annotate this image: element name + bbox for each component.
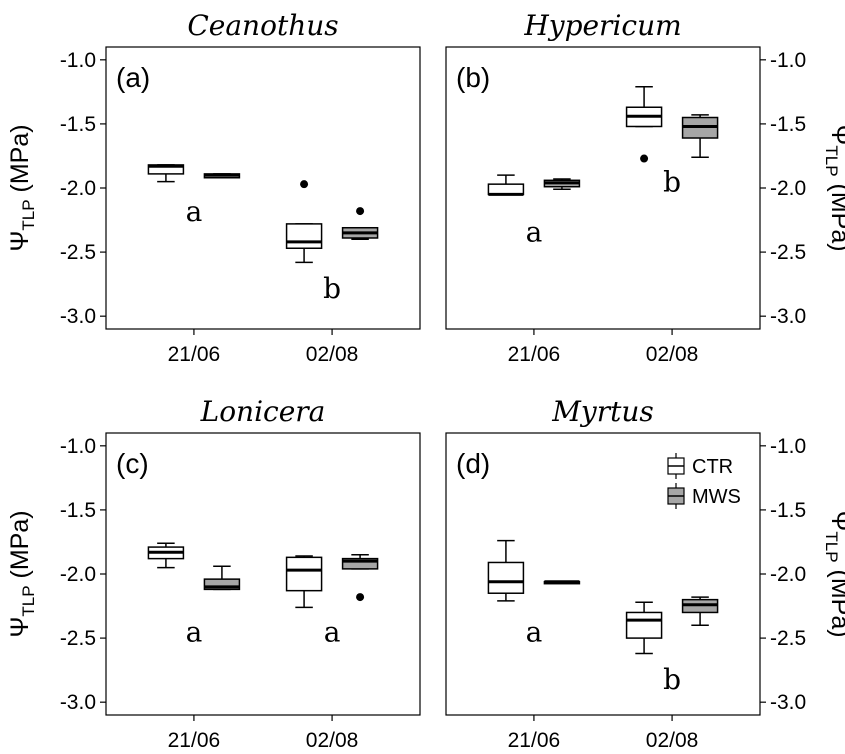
box-ctr — [487, 183, 525, 196]
legend-label-ctr: CTR — [692, 456, 733, 478]
y-tick-label-b: -1.5 — [770, 113, 806, 136]
x-tick-label-d: 02/08 — [646, 729, 699, 752]
significance-letter-d: b — [663, 663, 681, 696]
y-tick-label-c: -1.5 — [60, 499, 96, 522]
outlier-point — [300, 180, 309, 189]
y-axis-label-symbol: Ψ — [826, 510, 845, 531]
significance-letter-a: b — [323, 272, 341, 305]
outlier-point — [356, 593, 365, 602]
y-axis-label-symbol: Ψ — [826, 124, 845, 145]
x-tick-label-b: 02/08 — [646, 343, 699, 366]
panel-frame-c — [105, 432, 421, 716]
x-tick-label-a: 02/08 — [306, 343, 359, 366]
panel-title-c: Lonicera — [200, 395, 326, 428]
box-ctr — [625, 611, 663, 639]
significance-letter-a: a — [186, 195, 203, 228]
y-axis-label-unit: (MPa) — [6, 124, 34, 199]
x-tick-label-c: 21/06 — [168, 729, 221, 752]
outlier-point — [640, 154, 649, 163]
y-tick-label-d: -1.5 — [770, 499, 806, 522]
y-tick-label-d: -1.0 — [770, 435, 806, 458]
y-axis-label-unit: (MPa) — [826, 563, 845, 638]
x-tick-label-c: 02/08 — [306, 729, 359, 752]
panel-label-d: (d) — [456, 448, 490, 479]
y-axis-label-d: ΨTLP (MPa) — [822, 510, 845, 637]
y-axis-label-unit: (MPa) — [6, 510, 34, 585]
y-tick-label-c: -2.0 — [60, 563, 96, 586]
y-tick-label-b: -2.5 — [770, 241, 806, 264]
y-tick-label-d: -2.0 — [770, 563, 806, 586]
y-tick-label-a: -1.0 — [60, 49, 96, 72]
y-tick-label-a: -2.0 — [60, 177, 96, 200]
significance-letter-b: b — [663, 166, 681, 199]
significance-letter-d: a — [526, 616, 543, 649]
box-mws — [203, 578, 241, 591]
y-tick-label-b: -3.0 — [770, 305, 806, 328]
y-axis-label-symbol: Ψ — [6, 617, 34, 638]
box-ctr — [487, 561, 525, 594]
y-axis-label-a: ΨTLP (MPa) — [6, 124, 38, 251]
panel-label-c: (c) — [116, 448, 149, 479]
significance-letter-c: a — [186, 616, 203, 649]
box-ctr — [285, 223, 323, 249]
y-axis-label-subscript: TLP — [19, 585, 38, 616]
y-axis-label-unit: (MPa) — [826, 177, 845, 252]
box-mws — [341, 557, 379, 570]
x-tick-label-d: 21/06 — [508, 729, 561, 752]
y-tick-label-d: -3.0 — [770, 691, 806, 714]
y-tick-label-c: -1.0 — [60, 435, 96, 458]
box-ctr — [285, 556, 323, 592]
y-axis-label-subscript: TLP — [822, 531, 841, 562]
y-tick-label-a: -1.5 — [60, 113, 96, 136]
y-axis-label-symbol: Ψ — [6, 231, 34, 252]
y-tick-label-a: -3.0 — [60, 305, 96, 328]
y-tick-label-c: -3.0 — [60, 691, 96, 714]
y-axis-label-subscript: TLP — [822, 145, 841, 176]
y-tick-label-d: -2.5 — [770, 627, 806, 650]
panel-label-b: (b) — [456, 62, 490, 93]
significance-letter-b: a — [526, 216, 543, 249]
y-tick-label-b: -2.0 — [770, 177, 806, 200]
panel-frame-a — [105, 46, 421, 330]
y-axis-label-c: ΨTLP (MPa) — [6, 510, 38, 637]
panel-title-a: Ceanothus — [187, 9, 338, 42]
y-tick-label-b: -1.0 — [770, 49, 806, 72]
x-tick-label-a: 21/06 — [168, 343, 221, 366]
panel-label-a: (a) — [116, 62, 150, 93]
y-tick-label-c: -2.5 — [60, 627, 96, 650]
panel-title-d: Myrtus — [551, 395, 654, 428]
x-tick-label-b: 21/06 — [508, 343, 561, 366]
significance-letter-c: a — [324, 616, 341, 649]
legend-label-mws: MWS — [692, 486, 741, 508]
y-axis-label-subscript: TLP — [19, 199, 38, 230]
y-tick-label-a: -2.5 — [60, 241, 96, 264]
panel-title-b: Hypericum — [523, 9, 681, 42]
y-axis-label-b: ΨTLP (MPa) — [822, 124, 845, 251]
outlier-point — [356, 207, 365, 216]
